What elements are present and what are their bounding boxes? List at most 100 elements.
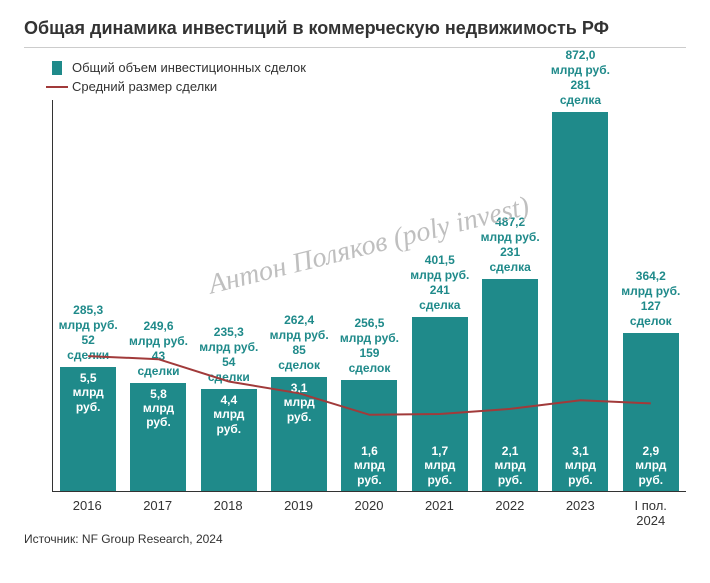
- chart-title: Общая динамика инвестиций в коммерческую…: [24, 18, 686, 48]
- bar-value-unit: млрд руб.: [611, 284, 691, 299]
- bar-deals-word: сделка: [540, 93, 620, 108]
- bar-label-above: 364,2млрд руб.127сделок: [611, 269, 691, 333]
- bar-deals-count: 281: [540, 78, 620, 93]
- bar-avg-label: 3,1млрд руб.: [550, 444, 610, 487]
- bar-avg-value: 2,1: [480, 444, 540, 458]
- bar: 249,6млрд руб.43сделки5,8млрд руб.: [130, 383, 186, 491]
- bar-avg-unit: млрд руб.: [621, 458, 681, 487]
- bar-avg-label: 2,1млрд руб.: [480, 444, 540, 487]
- bar-value: 235,3: [189, 325, 269, 340]
- bar-swatch-icon: [52, 61, 62, 75]
- bar-deals-word: сделок: [329, 361, 409, 376]
- bar-value: 487,2: [470, 215, 550, 230]
- bar-avg-value: 1,7: [410, 444, 470, 458]
- bar-avg-value: 3,1: [550, 444, 610, 458]
- bar-label-above: 262,4млрд руб.85сделок: [259, 313, 339, 377]
- bar-avg-value: 2,9: [621, 444, 681, 458]
- bar: 872,0млрд руб.281сделка3,1млрд руб.: [552, 112, 608, 491]
- bar-avg-label: 4,4млрд руб.: [199, 393, 259, 436]
- bar-deals-count: 159: [329, 346, 409, 361]
- x-tick-label: 2021: [404, 492, 474, 520]
- bar: 487,2млрд руб.231сделка2,1млрд руб.: [482, 279, 538, 491]
- bar-deals-word: сделки: [118, 364, 198, 379]
- x-tick-label: 2016: [52, 492, 122, 520]
- bar-avg-unit: млрд руб.: [269, 395, 329, 424]
- bar-value-unit: млрд руб.: [470, 230, 550, 245]
- legend-line-label: Средний размер сделки: [72, 79, 217, 94]
- bar-deals-count: 54: [189, 355, 269, 370]
- bar-avg-value: 1,6: [339, 444, 399, 458]
- bar-value-unit: млрд руб.: [540, 63, 620, 78]
- x-tick-label: 2020: [334, 492, 404, 520]
- bar-label-above: 487,2млрд руб.231сделка: [470, 215, 550, 279]
- bar-avg-unit: млрд руб.: [58, 385, 118, 414]
- bar-slot: 235,3млрд руб.54сделки4,4млрд руб.: [194, 100, 264, 491]
- bar-deals-word: сделка: [400, 298, 480, 313]
- x-tick-label: 2018: [193, 492, 263, 520]
- bar-avg-label: 3,1млрд руб.: [269, 381, 329, 424]
- x-tick-label: I пол. 2024: [616, 492, 686, 520]
- bar-slot: 401,5млрд руб.241сделка1,7млрд руб.: [405, 100, 475, 491]
- bar-value-unit: млрд руб.: [259, 328, 339, 343]
- x-tick-label: 2022: [475, 492, 545, 520]
- x-tick-label: 2019: [263, 492, 333, 520]
- bar-avg-value: 5,5: [58, 371, 118, 385]
- bar-deals-count: 241: [400, 283, 480, 298]
- bar-avg-value: 3,1: [269, 381, 329, 395]
- bar-value: 364,2: [611, 269, 691, 284]
- bar-label-above: 249,6млрд руб.43сделки: [118, 319, 198, 383]
- bar-avg-label: 5,8млрд руб.: [128, 387, 188, 430]
- source-text: Источник: NF Group Research, 2024: [24, 532, 686, 546]
- bar-deals-word: сделка: [470, 260, 550, 275]
- bar-deals-count: 52: [48, 333, 128, 348]
- bar-value: 249,6: [118, 319, 198, 334]
- bar-label-above: 872,0млрд руб.281сделка: [540, 48, 620, 112]
- bar: 256,5млрд руб.159сделок1,6млрд руб.: [341, 380, 397, 491]
- bar-deals-count: 85: [259, 343, 339, 358]
- bar-value-unit: млрд руб.: [118, 334, 198, 349]
- bar-slot: 872,0млрд руб.281сделка3,1млрд руб.: [545, 100, 615, 491]
- x-tick-label: 2023: [545, 492, 615, 520]
- bar-deals-count: 231: [470, 245, 550, 260]
- bar-deals-word: сделки: [189, 370, 269, 385]
- bar-avg-value: 5,8: [128, 387, 188, 401]
- x-axis: 20162017201820192020202120222023I пол. 2…: [52, 492, 686, 520]
- bar-avg-unit: млрд руб.: [410, 458, 470, 487]
- plot-area: 285,3млрд руб.52сделки5,5млрд руб.249,6м…: [52, 100, 686, 492]
- bar-label-above: 401,5млрд руб.241сделка: [400, 253, 480, 317]
- bar: 285,3млрд руб.52сделки5,5млрд руб.: [60, 367, 116, 491]
- bar-value: 872,0: [540, 48, 620, 63]
- bar-deals-count: 43: [118, 349, 198, 364]
- bar-avg-unit: млрд руб.: [128, 401, 188, 430]
- bar: 364,2млрд руб.127сделок2,9млрд руб.: [623, 333, 679, 491]
- bar-value: 401,5: [400, 253, 480, 268]
- bar-value-unit: млрд руб.: [48, 318, 128, 333]
- bar-label-above: 256,5млрд руб.159сделок: [329, 316, 409, 380]
- bar-deals-word: сделок: [611, 314, 691, 329]
- bar-label-above: 235,3млрд руб.54сделки: [189, 325, 269, 389]
- x-tick-label: 2017: [122, 492, 192, 520]
- bar-avg-value: 4,4: [199, 393, 259, 407]
- bar-avg-unit: млрд руб.: [480, 458, 540, 487]
- bar-slot: 262,4млрд руб.85сделок3,1млрд руб.: [264, 100, 334, 491]
- legend-bar-label: Общий объем инвестиционных сделок: [72, 60, 306, 75]
- bar-slot: 249,6млрд руб.43сделки5,8млрд руб.: [123, 100, 193, 491]
- bar-label-above: 285,3млрд руб.52сделки: [48, 303, 128, 367]
- bar-value: 262,4: [259, 313, 339, 328]
- bar-slot: 256,5млрд руб.159сделок1,6млрд руб.: [334, 100, 404, 491]
- bar-avg-unit: млрд руб.: [550, 458, 610, 487]
- bar: 262,4млрд руб.85сделок3,1млрд руб.: [271, 377, 327, 491]
- bar: 235,3млрд руб.54сделки4,4млрд руб.: [201, 389, 257, 491]
- bar-deals-word: сделок: [259, 358, 339, 373]
- bar-value-unit: млрд руб.: [189, 340, 269, 355]
- bar-slot: 487,2млрд руб.231сделка2,1млрд руб.: [475, 100, 545, 491]
- bar-value-unit: млрд руб.: [329, 331, 409, 346]
- bar-avg-label: 1,7млрд руб.: [410, 444, 470, 487]
- bar-deals-count: 127: [611, 299, 691, 314]
- bar-avg-unit: млрд руб.: [339, 458, 399, 487]
- bar-value-unit: млрд руб.: [400, 268, 480, 283]
- bar-avg-unit: млрд руб.: [199, 407, 259, 436]
- bar-avg-label: 5,5млрд руб.: [58, 371, 118, 414]
- line-swatch-icon: [46, 86, 68, 88]
- bar-avg-label: 2,9млрд руб.: [621, 444, 681, 487]
